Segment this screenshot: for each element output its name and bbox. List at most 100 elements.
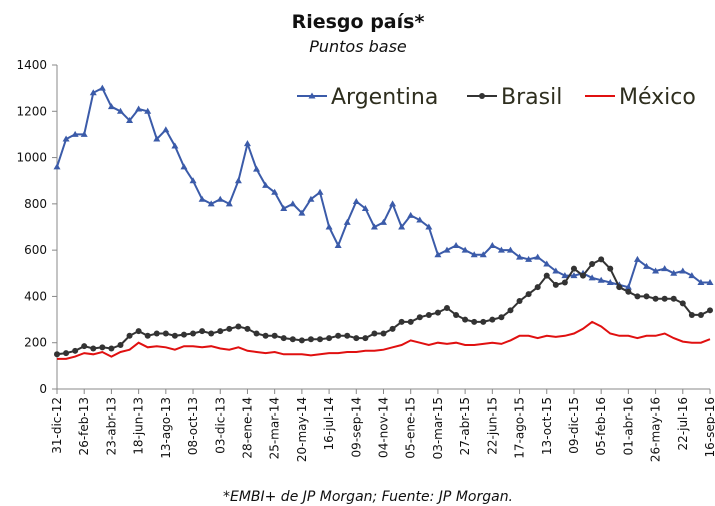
data-point <box>54 351 60 358</box>
data-point <box>697 279 705 286</box>
data-point <box>144 107 152 114</box>
x-tick-label: 18-jun-13 <box>132 397 146 455</box>
data-point <box>153 330 160 337</box>
data-point <box>697 311 704 318</box>
legend-label: Argentina <box>331 85 438 110</box>
x-tick-label: 13-oct-15 <box>540 397 554 455</box>
data-point <box>661 265 669 272</box>
data-point <box>225 200 233 207</box>
data-point <box>389 325 396 332</box>
legend-label: México <box>619 85 696 110</box>
data-point <box>543 272 550 279</box>
x-tick-label: 09-sep-14 <box>349 397 363 457</box>
series-line <box>56 258 711 356</box>
data-point <box>607 265 614 272</box>
data-point <box>217 328 224 335</box>
data-point <box>253 330 260 337</box>
data-point <box>398 318 405 325</box>
data-point <box>580 272 587 279</box>
data-point <box>679 267 687 274</box>
data-point <box>343 218 351 225</box>
data-point <box>370 223 378 230</box>
data-point <box>207 200 215 207</box>
x-tick-label: 13-ago-13 <box>159 397 173 459</box>
legend-label: Brasil <box>501 85 562 110</box>
chart-subtitle: Puntos base <box>309 37 407 56</box>
footnote: *EMBI+ de JP Morgan; Fuente: JP Morgan. <box>223 489 513 505</box>
data-point <box>434 251 442 258</box>
x-tick-label: 17-ago-15 <box>513 397 527 459</box>
data-point <box>561 272 569 279</box>
data-point <box>453 311 460 318</box>
data-point <box>525 291 532 298</box>
data-point <box>643 262 651 269</box>
data-point <box>589 261 596 268</box>
data-point <box>98 84 106 91</box>
data-point <box>534 253 542 260</box>
data-point <box>552 281 559 288</box>
data-point <box>489 316 496 323</box>
series-line <box>56 86 710 289</box>
x-tick-label: 16-jul-14 <box>322 397 336 450</box>
x-tick-label: 26-may-16 <box>649 397 663 462</box>
data-point <box>407 211 415 218</box>
data-point <box>706 279 714 286</box>
data-point <box>298 209 306 216</box>
data-point <box>398 223 406 230</box>
data-point <box>326 335 333 342</box>
data-point <box>452 242 460 249</box>
data-point <box>153 135 161 142</box>
data-point <box>135 105 143 112</box>
series-line <box>57 320 711 360</box>
data-point <box>462 316 469 323</box>
data-point <box>190 330 197 337</box>
data-point <box>416 314 423 321</box>
data-point <box>271 332 278 339</box>
data-point <box>688 311 695 318</box>
data-point <box>53 163 61 170</box>
data-point <box>498 314 505 321</box>
y-tick-label: 200 <box>24 336 47 350</box>
y-tick-label: 0 <box>39 382 47 396</box>
data-point <box>707 307 713 314</box>
data-point <box>688 272 696 279</box>
data-point <box>135 328 142 335</box>
data-point <box>126 117 134 124</box>
legend-marker <box>308 92 316 99</box>
data-point <box>543 260 551 267</box>
data-point <box>253 165 261 172</box>
data-point <box>407 318 414 325</box>
data-point <box>116 107 124 114</box>
data-point <box>625 288 632 295</box>
data-point <box>180 331 187 338</box>
data-point <box>353 335 360 342</box>
data-point <box>62 135 70 142</box>
data-point <box>361 204 369 211</box>
data-point <box>534 284 541 291</box>
data-point <box>325 223 333 230</box>
data-point <box>470 251 478 258</box>
data-point <box>244 325 251 332</box>
data-point <box>480 318 487 325</box>
x-tick-label: 31-dic-12 <box>50 397 64 454</box>
x-tick-label: 05-ene-15 <box>404 397 418 459</box>
x-tick-label: 09-dic-15 <box>567 397 581 454</box>
data-point <box>271 188 279 195</box>
data-point <box>71 130 79 137</box>
data-point <box>317 336 324 343</box>
x-tick-label: 05-feb-16 <box>594 397 608 455</box>
data-point <box>506 246 514 253</box>
data-point <box>226 325 233 332</box>
data-point <box>262 332 269 339</box>
data-point <box>162 126 170 133</box>
y-tick-label: 800 <box>24 197 47 211</box>
data-point <box>198 195 206 202</box>
data-point <box>525 255 533 262</box>
data-point <box>561 279 568 286</box>
data-point <box>434 309 441 316</box>
data-point <box>171 142 179 149</box>
data-point <box>634 293 641 300</box>
data-point <box>461 246 469 253</box>
legend-marker <box>479 93 485 99</box>
